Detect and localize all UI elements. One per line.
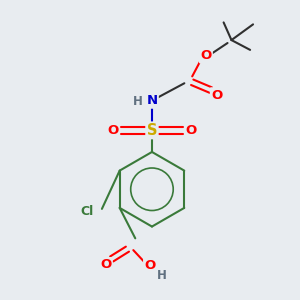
Text: N: N xyxy=(146,94,158,107)
Text: O: O xyxy=(144,259,156,272)
Text: Cl: Cl xyxy=(81,205,94,218)
Text: H: H xyxy=(157,269,167,282)
Text: O: O xyxy=(211,88,222,101)
Text: O: O xyxy=(107,124,118,137)
Text: H: H xyxy=(133,95,143,108)
Text: O: O xyxy=(186,124,197,137)
Text: O: O xyxy=(100,258,112,271)
Text: S: S xyxy=(147,123,157,138)
Text: O: O xyxy=(200,49,211,62)
